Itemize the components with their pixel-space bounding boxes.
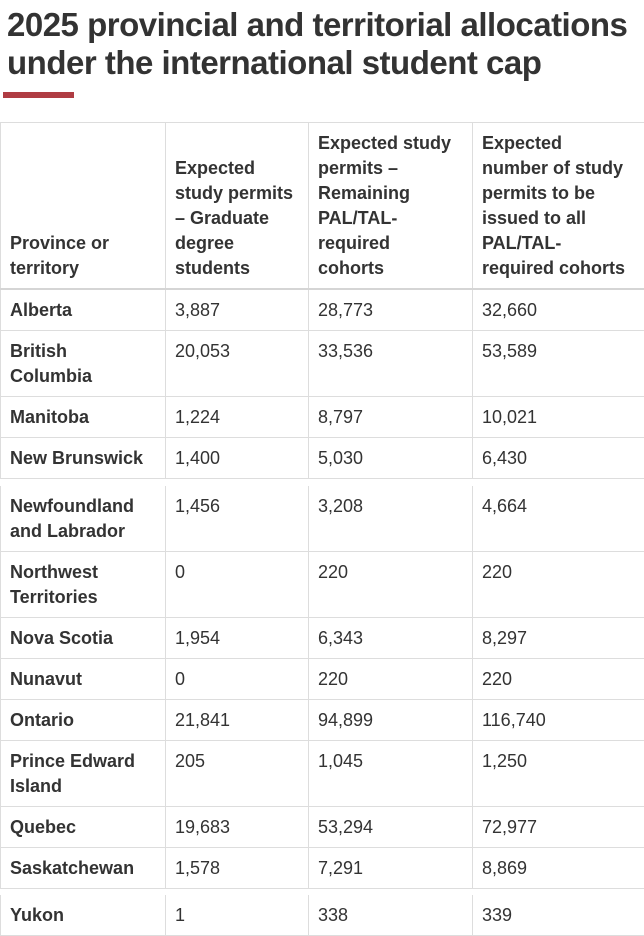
- total-permits-cell: 339: [473, 895, 644, 936]
- remaining-permits-cell: 53,294: [309, 806, 473, 847]
- table-row: Nova Scotia 1,954 6,343 8,297: [1, 617, 644, 658]
- province-cell: Yukon: [1, 895, 166, 936]
- remaining-permits-cell: 338: [309, 895, 473, 936]
- remaining-permits-cell: 94,899: [309, 699, 473, 740]
- total-permits-cell: 72,977: [473, 806, 644, 847]
- province-cell: Ontario: [1, 699, 166, 740]
- graduate-permits-cell: 20,053: [166, 331, 309, 397]
- col-header-remaining-permits: Expected study permits – Remaining PAL/T…: [309, 123, 473, 290]
- province-cell: New Brunswick: [1, 438, 166, 479]
- remaining-permits-cell: 1,045: [309, 740, 473, 806]
- table-header-row: Province or territory Expected study per…: [1, 123, 644, 290]
- table-row: Ontario 21,841 94,899 116,740: [1, 699, 644, 740]
- graduate-permits-cell: 205: [166, 740, 309, 806]
- total-permits-cell: 8,297: [473, 617, 644, 658]
- table-row: Quebec 19,683 53,294 72,977: [1, 806, 644, 847]
- province-cell: Alberta: [1, 289, 166, 331]
- graduate-permits-cell: 1,224: [166, 397, 309, 438]
- graduate-permits-cell: 1,400: [166, 438, 309, 479]
- total-permits-cell: 6,430: [473, 438, 644, 479]
- total-permits-cell: 220: [473, 658, 644, 699]
- col-header-graduate-permits: Expected study permits – Graduate degree…: [166, 123, 309, 290]
- table-row: Alberta 3,887 28,773 32,660: [1, 289, 644, 331]
- table-row: Manitoba 1,224 8,797 10,021: [1, 397, 644, 438]
- total-permits-cell: 8,869: [473, 847, 644, 888]
- table-row: British Columbia 20,053 33,536 53,589: [1, 331, 644, 397]
- graduate-permits-cell: 0: [166, 551, 309, 617]
- province-cell: Quebec: [1, 806, 166, 847]
- allocations-table: Province or territory Expected study per…: [0, 122, 644, 936]
- page-title: 2025 provincial and territorial allocati…: [7, 6, 640, 82]
- province-cell: Northwest Territories: [1, 551, 166, 617]
- screenshot-stitch-gap: [1, 479, 644, 486]
- graduate-permits-cell: 0: [166, 658, 309, 699]
- graduate-permits-cell: 3,887: [166, 289, 309, 331]
- remaining-permits-cell: 3,208: [309, 486, 473, 552]
- province-cell: Saskatchewan: [1, 847, 166, 888]
- total-permits-cell: 1,250: [473, 740, 644, 806]
- table-row: Prince Edward Island 205 1,045 1,250: [1, 740, 644, 806]
- total-permits-cell: 10,021: [473, 397, 644, 438]
- remaining-permits-cell: 28,773: [309, 289, 473, 331]
- col-header-province: Province or territory: [1, 123, 166, 290]
- table-row: New Brunswick 1,400 5,030 6,430: [1, 438, 644, 479]
- graduate-permits-cell: 19,683: [166, 806, 309, 847]
- total-permits-cell: 4,664: [473, 486, 644, 552]
- col-header-total-permits: Expected number of study permits to be i…: [473, 123, 644, 290]
- table-row: Nunavut 0 220 220: [1, 658, 644, 699]
- remaining-permits-cell: 6,343: [309, 617, 473, 658]
- table-row: Newfoundland and Labrador 1,456 3,208 4,…: [1, 486, 644, 552]
- total-permits-cell: 116,740: [473, 699, 644, 740]
- total-permits-cell: 53,589: [473, 331, 644, 397]
- graduate-permits-cell: 21,841: [166, 699, 309, 740]
- province-cell: Nova Scotia: [1, 617, 166, 658]
- graduate-permits-cell: 1: [166, 895, 309, 936]
- title-underline-accent: [3, 92, 74, 98]
- graduate-permits-cell: 1,578: [166, 847, 309, 888]
- graduate-permits-cell: 1,456: [166, 486, 309, 552]
- graduate-permits-cell: 1,954: [166, 617, 309, 658]
- remaining-permits-cell: 8,797: [309, 397, 473, 438]
- province-cell: British Columbia: [1, 331, 166, 397]
- remaining-permits-cell: 5,030: [309, 438, 473, 479]
- remaining-permits-cell: 7,291: [309, 847, 473, 888]
- remaining-permits-cell: 220: [309, 551, 473, 617]
- screenshot-stitch-gap: [1, 888, 644, 895]
- table-row: Northwest Territories 0 220 220: [1, 551, 644, 617]
- province-cell: Nunavut: [1, 658, 166, 699]
- table-row: Saskatchewan 1,578 7,291 8,869: [1, 847, 644, 888]
- province-cell: Prince Edward Island: [1, 740, 166, 806]
- province-cell: Newfoundland and Labrador: [1, 486, 166, 552]
- province-cell: Manitoba: [1, 397, 166, 438]
- total-permits-cell: 220: [473, 551, 644, 617]
- remaining-permits-cell: 220: [309, 658, 473, 699]
- total-permits-cell: 32,660: [473, 289, 644, 331]
- remaining-permits-cell: 33,536: [309, 331, 473, 397]
- table-row: Yukon 1 338 339: [1, 895, 644, 936]
